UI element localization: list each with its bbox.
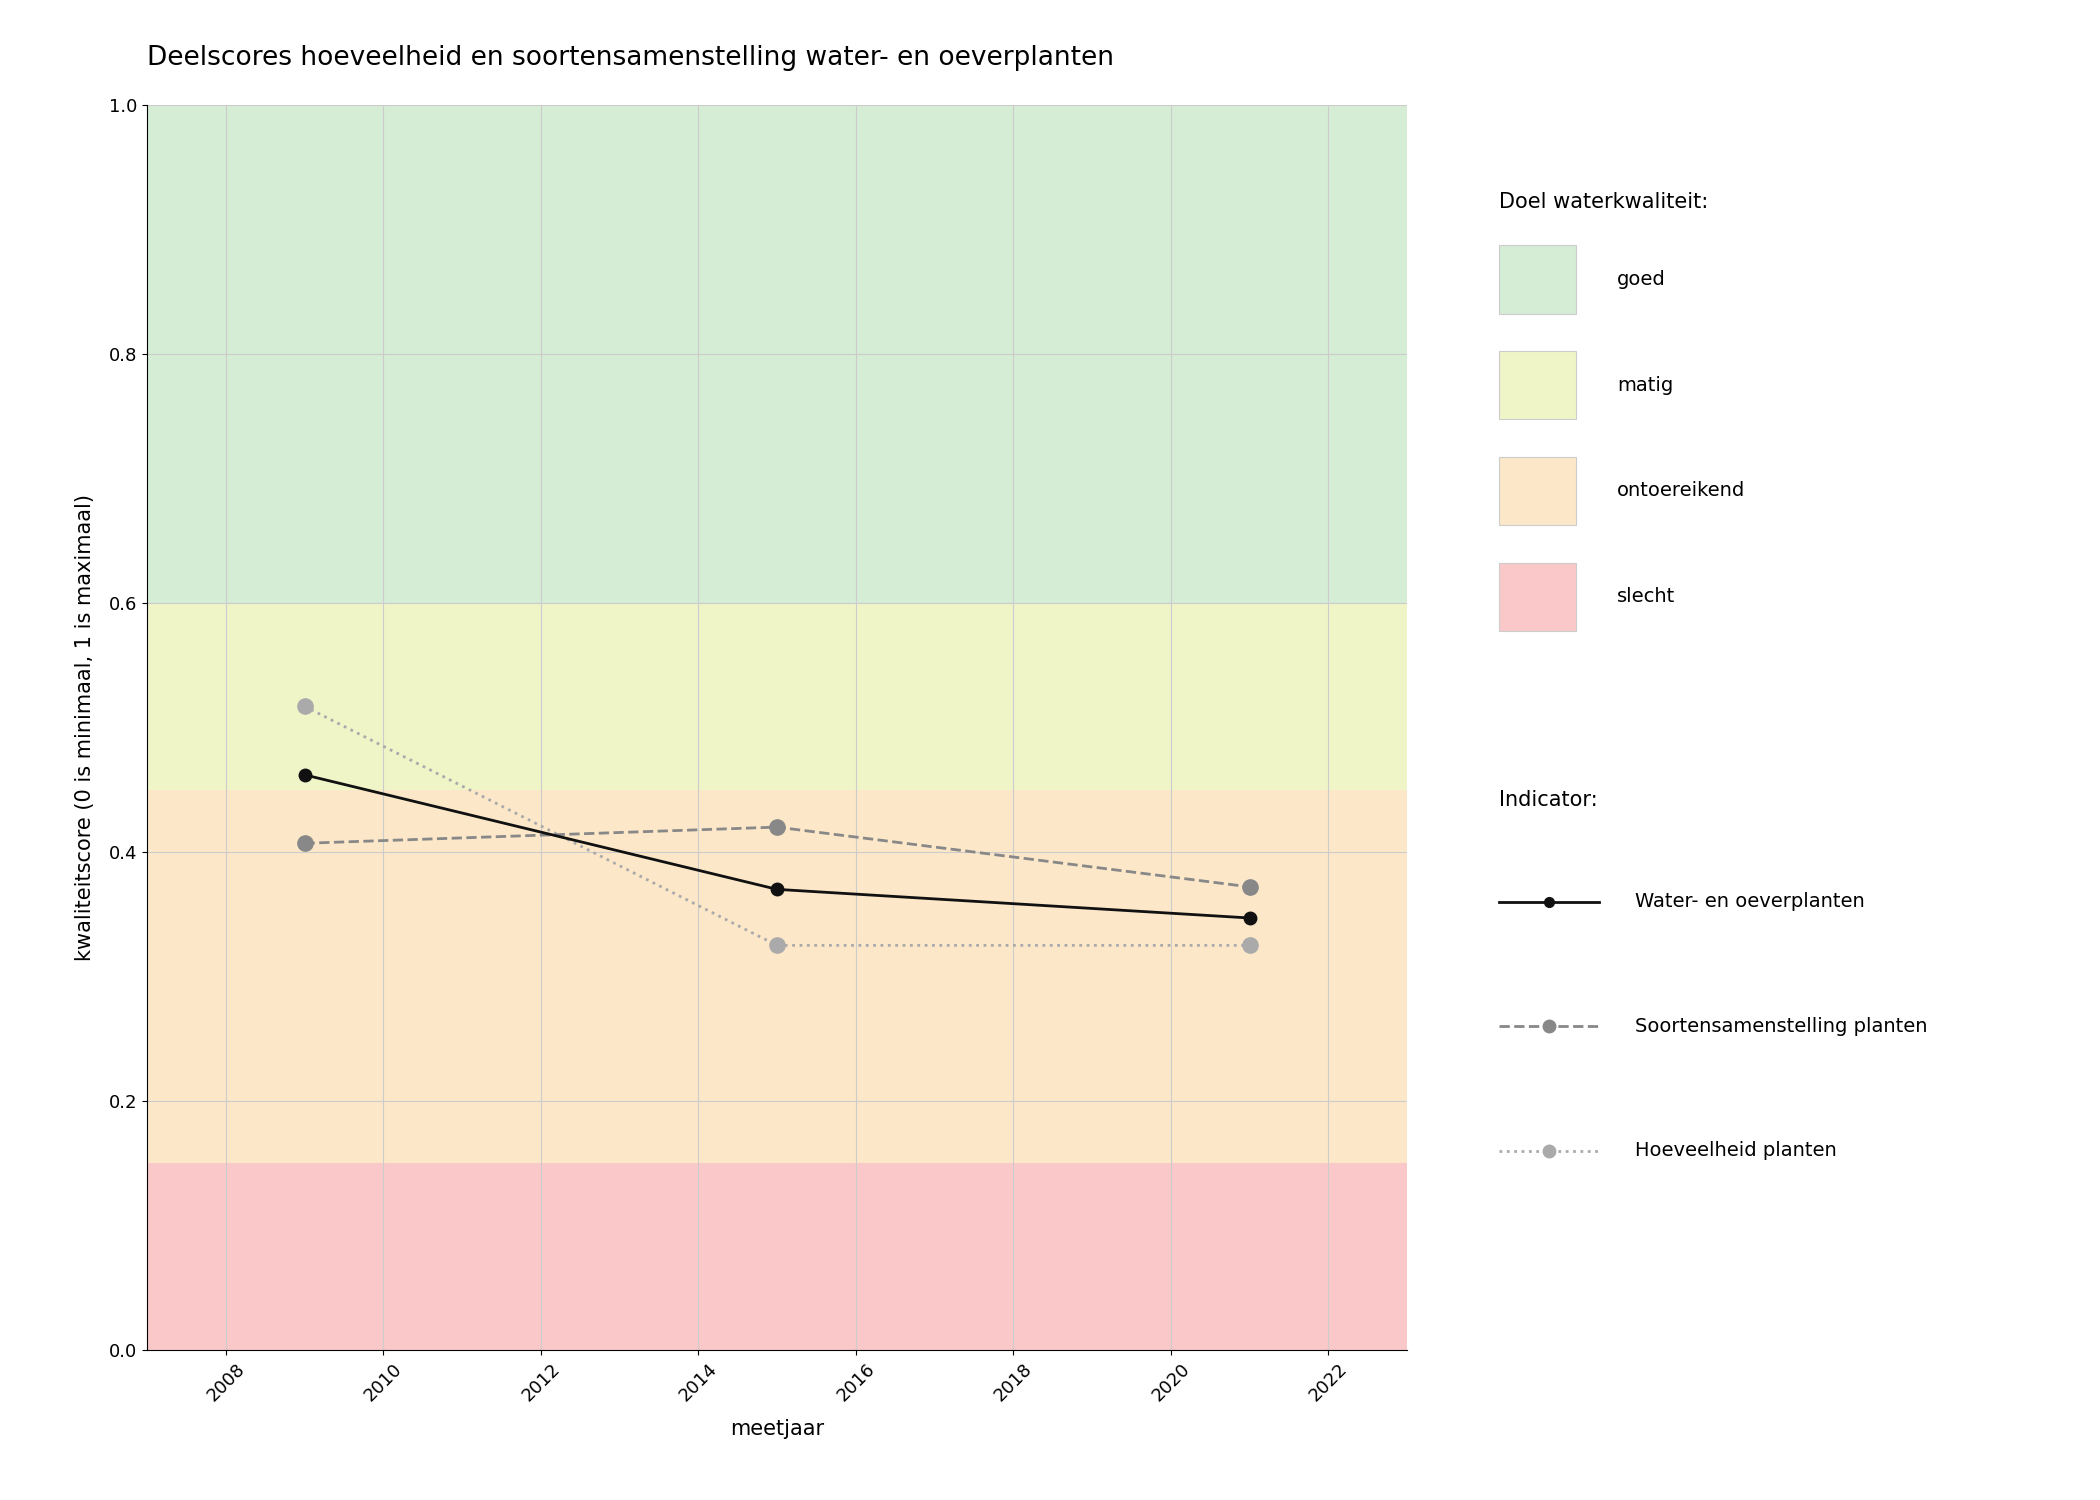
FancyBboxPatch shape [1499, 456, 1575, 525]
Text: goed: goed [1617, 270, 1665, 290]
X-axis label: meetjaar: meetjaar [731, 1419, 823, 1438]
Bar [147, 105, 1407, 603]
Text: slecht: slecht [1617, 588, 1676, 606]
Text: Water- en oeverplanten: Water- en oeverplanten [1634, 892, 1865, 912]
Bar [147, 1164, 1407, 1350]
Text: ontoereikend: ontoereikend [1617, 482, 1745, 501]
Text: Hoeveelheid planten: Hoeveelheid planten [1634, 1142, 1835, 1161]
Bar [147, 603, 1407, 789]
Text: matig: matig [1617, 375, 1674, 394]
Bar [147, 789, 1407, 1164]
Text: Doel waterkwaliteit:: Doel waterkwaliteit: [1499, 192, 1709, 211]
FancyBboxPatch shape [1499, 351, 1575, 420]
Text: Soortensamenstelling planten: Soortensamenstelling planten [1634, 1017, 1928, 1036]
FancyBboxPatch shape [1499, 562, 1575, 632]
Text: Indicator:: Indicator: [1499, 789, 1598, 810]
Text: Deelscores hoeveelheid en soortensamenstelling water- en oeverplanten: Deelscores hoeveelheid en soortensamenst… [147, 45, 1113, 70]
Y-axis label: kwaliteitscore (0 is minimaal, 1 is maximaal): kwaliteitscore (0 is minimaal, 1 is maxi… [76, 494, 94, 962]
FancyBboxPatch shape [1499, 244, 1575, 314]
